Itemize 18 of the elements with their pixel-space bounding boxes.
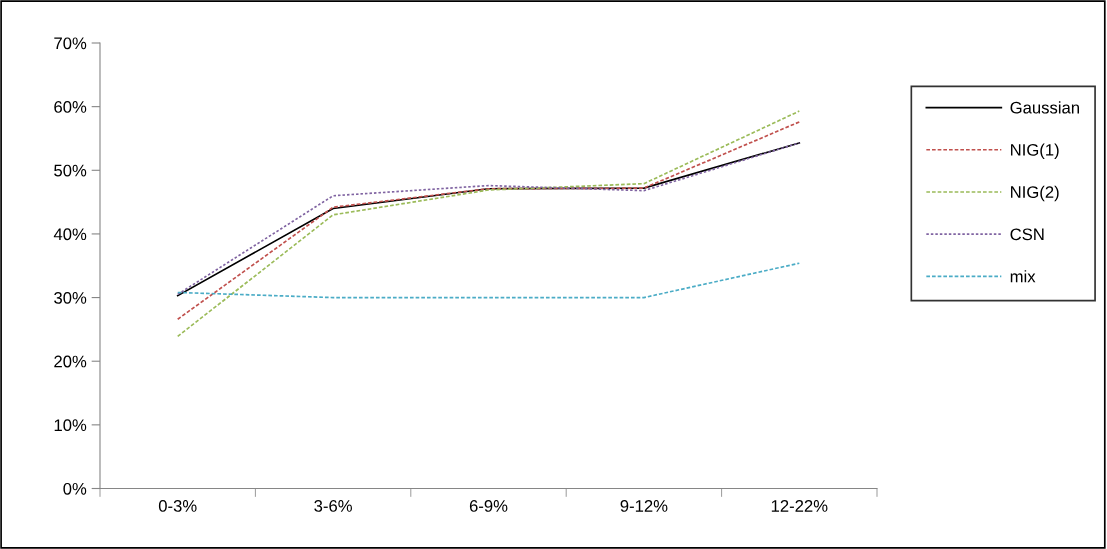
y-tick-label: 30% bbox=[54, 291, 87, 304]
y-tick-label: 40% bbox=[53, 228, 87, 241]
y-tick-label: 50% bbox=[54, 164, 87, 177]
x-tick-label: 9-12% bbox=[620, 500, 668, 512]
y-tick-label: 20% bbox=[54, 355, 87, 368]
legend-label: CSN bbox=[1010, 228, 1044, 241]
legend-label: Gaussian bbox=[1010, 101, 1079, 114]
legend-label: mix bbox=[1010, 270, 1036, 283]
x-tick-label: 12-22% bbox=[771, 500, 828, 512]
legend-label: NIG(1) bbox=[1011, 143, 1059, 160]
x-tick-label: 0-3% bbox=[158, 500, 197, 512]
y-tick-label: 0% bbox=[63, 482, 87, 495]
x-tick-label: 3-6% bbox=[314, 500, 352, 512]
y-tick-label: 70% bbox=[54, 37, 87, 50]
legend-label: NIG(2) bbox=[1011, 185, 1059, 202]
y-tick-label: 60% bbox=[54, 101, 87, 113]
x-tick-label: 6-9% bbox=[469, 500, 508, 512]
y-tick-label: 10% bbox=[54, 419, 87, 432]
